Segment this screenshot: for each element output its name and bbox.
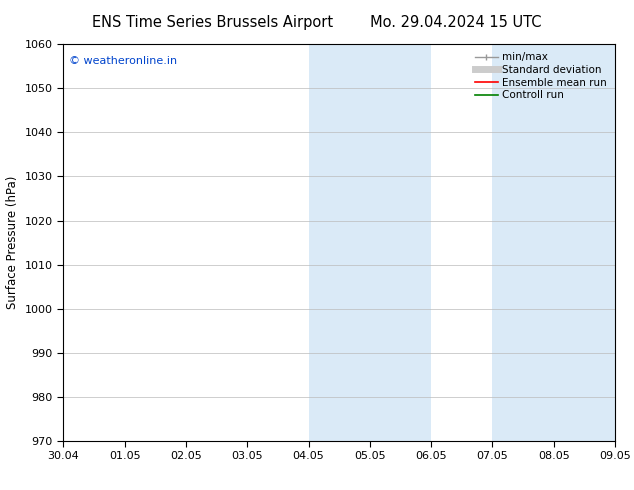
- Y-axis label: Surface Pressure (hPa): Surface Pressure (hPa): [6, 176, 19, 309]
- Bar: [493, 44, 553, 441]
- Bar: [370, 44, 431, 441]
- Text: ENS Time Series Brussels Airport        Mo. 29.04.2024 15 UTC: ENS Time Series Brussels Airport Mo. 29.…: [93, 15, 541, 30]
- Text: © weatheronline.in: © weatheronline.in: [69, 56, 177, 66]
- Bar: [553, 44, 615, 441]
- Bar: [309, 44, 370, 441]
- Legend: min/max, Standard deviation, Ensemble mean run, Controll run: min/max, Standard deviation, Ensemble me…: [472, 49, 610, 103]
